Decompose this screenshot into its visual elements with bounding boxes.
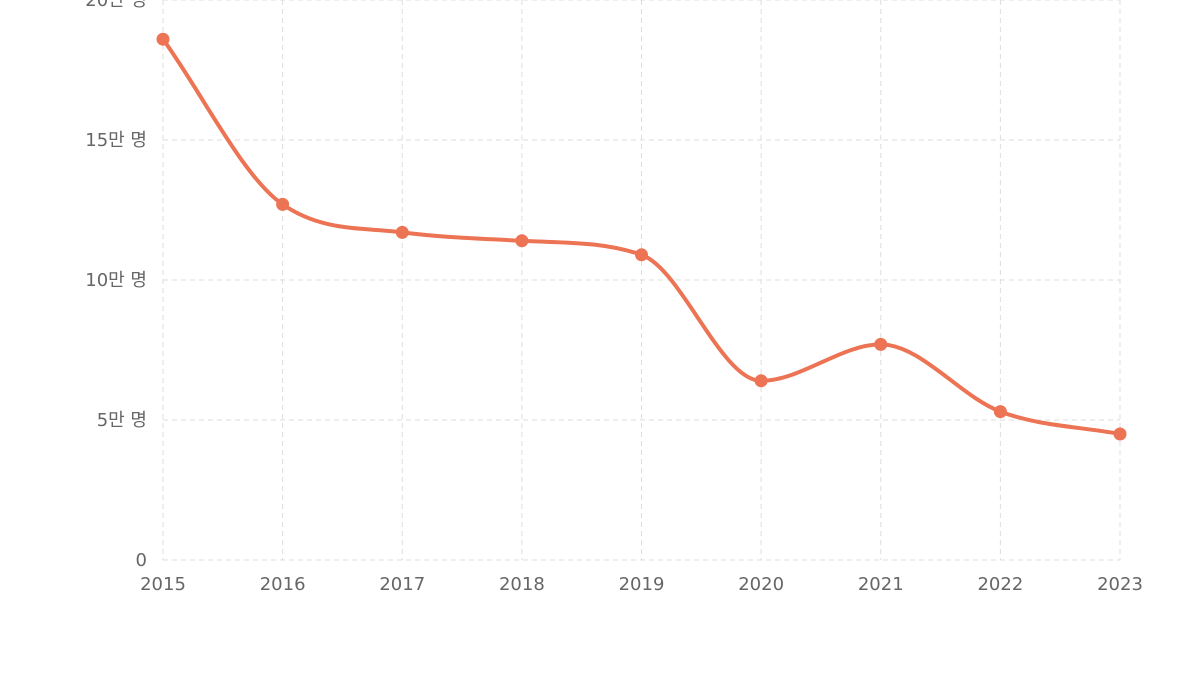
x-tick-label: 2017 [379,574,425,595]
data-point[interactable] [754,374,768,388]
x-tick-label: 2023 [1097,574,1143,595]
grid [162,0,1121,561]
data-point[interactable] [395,225,409,239]
x-tick-label: 2015 [140,574,186,595]
y-tick-label: 0 [136,550,147,571]
data-point[interactable] [874,337,888,351]
x-tick-label: 2022 [977,574,1023,595]
data-point[interactable] [156,32,170,46]
y-tick-label: 20만 명 [85,0,147,11]
data-point[interactable] [515,234,529,248]
data-point[interactable] [635,248,648,262]
x-axis: 2015 2016 2017 2018 2019 2020 2021 2022 2023 [140,574,1143,595]
data-point[interactable] [1113,427,1127,441]
data-point[interactable] [276,197,290,211]
x-tick-label: 2018 [499,574,545,595]
y-tick-label: 10만 명 [85,270,147,291]
x-tick-label: 2020 [738,574,784,595]
data-point[interactable] [993,405,1007,419]
x-tick-label: 2019 [619,574,665,595]
y-axis: 0 5만 명 10만 명 15만 명 20만 명 [85,0,147,571]
y-tick-label: 15만 명 [85,130,147,151]
y-tick-label: 5만 명 [97,410,147,431]
series-layer [156,32,1127,441]
x-tick-label: 2016 [260,574,306,595]
x-tick-label: 2021 [858,574,904,595]
